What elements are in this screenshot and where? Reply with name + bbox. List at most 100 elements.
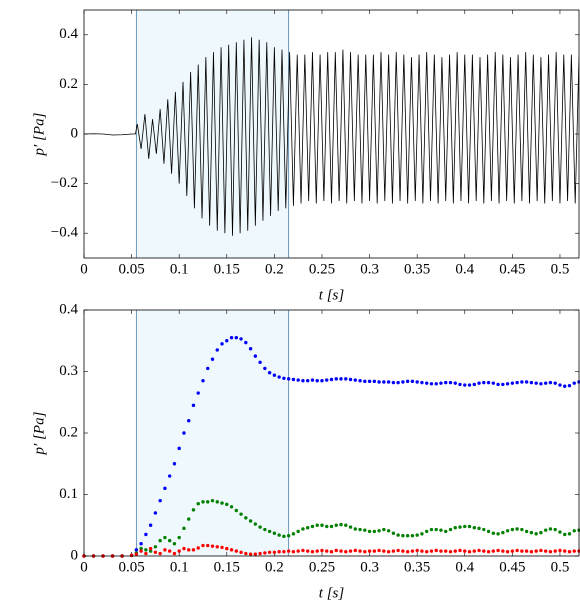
data-point xyxy=(210,357,215,361)
data-point xyxy=(263,527,267,532)
data-point xyxy=(286,534,291,538)
data-point xyxy=(396,548,400,553)
data-point xyxy=(220,501,224,505)
data-point xyxy=(439,381,443,385)
data-point xyxy=(167,538,172,543)
data-point xyxy=(372,549,377,553)
data-point xyxy=(401,549,405,553)
data-point xyxy=(139,542,143,546)
data-point xyxy=(424,549,429,554)
data-point xyxy=(253,354,258,358)
x-tick-label: 0.05 xyxy=(118,559,144,575)
data-point xyxy=(482,380,486,385)
data-point xyxy=(215,545,219,549)
data-point xyxy=(543,549,548,553)
data-point xyxy=(163,548,167,552)
data-point xyxy=(434,548,438,553)
x-tick-label: 0.35 xyxy=(404,559,430,575)
data-point xyxy=(444,529,448,534)
data-point xyxy=(386,529,391,533)
data-point xyxy=(548,380,553,385)
x-tick-label: 0.35 xyxy=(404,261,430,277)
data-point xyxy=(467,549,472,554)
data-point xyxy=(467,383,472,387)
data-point xyxy=(315,379,319,383)
data-point xyxy=(382,549,386,553)
data-point xyxy=(553,381,557,385)
data-point xyxy=(344,377,348,381)
data-point xyxy=(258,360,262,364)
data-point xyxy=(410,379,415,384)
data-point xyxy=(286,549,291,553)
data-point xyxy=(458,382,462,387)
data-point xyxy=(282,534,286,539)
data-point xyxy=(510,527,515,532)
data-point xyxy=(496,532,500,536)
data-point xyxy=(458,525,462,529)
data-point xyxy=(144,532,148,537)
data-point xyxy=(191,508,196,512)
data-point xyxy=(444,380,448,385)
data-point xyxy=(291,532,296,536)
data-point xyxy=(182,546,186,551)
data-point xyxy=(148,546,153,551)
y-tick-label: 0 xyxy=(71,125,79,141)
data-point xyxy=(372,379,377,384)
data-point xyxy=(177,535,181,540)
data-point xyxy=(206,366,210,371)
data-point xyxy=(248,347,253,351)
data-point xyxy=(301,548,305,553)
data-point xyxy=(134,552,139,556)
data-point xyxy=(263,551,267,555)
data-point xyxy=(524,529,529,534)
data-point xyxy=(563,532,567,537)
x-tick-label: 0.3 xyxy=(360,261,379,277)
x-tick-label: 0.4 xyxy=(455,559,474,575)
data-point xyxy=(139,546,143,551)
data-point xyxy=(520,549,524,553)
data-point xyxy=(177,446,181,451)
data-point xyxy=(563,384,567,388)
data-point xyxy=(153,550,158,555)
data-point xyxy=(215,348,219,352)
x-tick-label: 0 xyxy=(80,261,88,277)
data-point xyxy=(477,381,481,385)
data-point xyxy=(339,549,343,553)
data-point xyxy=(434,382,438,386)
data-point xyxy=(167,549,172,553)
x-tick-label: 0.2 xyxy=(265,559,284,575)
y-tick-label: 0.2 xyxy=(59,76,78,92)
data-point xyxy=(505,382,510,386)
data-point xyxy=(187,548,191,552)
data-point xyxy=(363,379,367,384)
data-point xyxy=(210,498,215,503)
data-point xyxy=(486,380,491,385)
data-point xyxy=(520,380,524,384)
plot-frame xyxy=(83,309,580,557)
data-point xyxy=(401,380,405,384)
data-point xyxy=(505,549,510,554)
data-point xyxy=(444,549,448,553)
data-point xyxy=(539,382,543,386)
data-point xyxy=(367,549,372,553)
data-point xyxy=(191,548,196,552)
data-point xyxy=(248,552,253,556)
data-point xyxy=(286,377,291,381)
data-point xyxy=(524,549,529,553)
shaded-region xyxy=(136,10,289,258)
data-point xyxy=(572,381,576,385)
data-point xyxy=(429,549,434,553)
data-point xyxy=(258,525,262,529)
data-point xyxy=(529,380,534,385)
data-point xyxy=(344,549,348,554)
data-point xyxy=(239,337,243,341)
data-point xyxy=(267,550,272,555)
data-point xyxy=(453,381,457,385)
data-point xyxy=(277,375,281,379)
data-point xyxy=(348,377,353,382)
y-axis-label: p′ [Pa] xyxy=(31,112,47,156)
y-axis-label: p′ [Pa] xyxy=(31,411,47,455)
data-point xyxy=(225,546,229,551)
data-point xyxy=(477,526,481,531)
